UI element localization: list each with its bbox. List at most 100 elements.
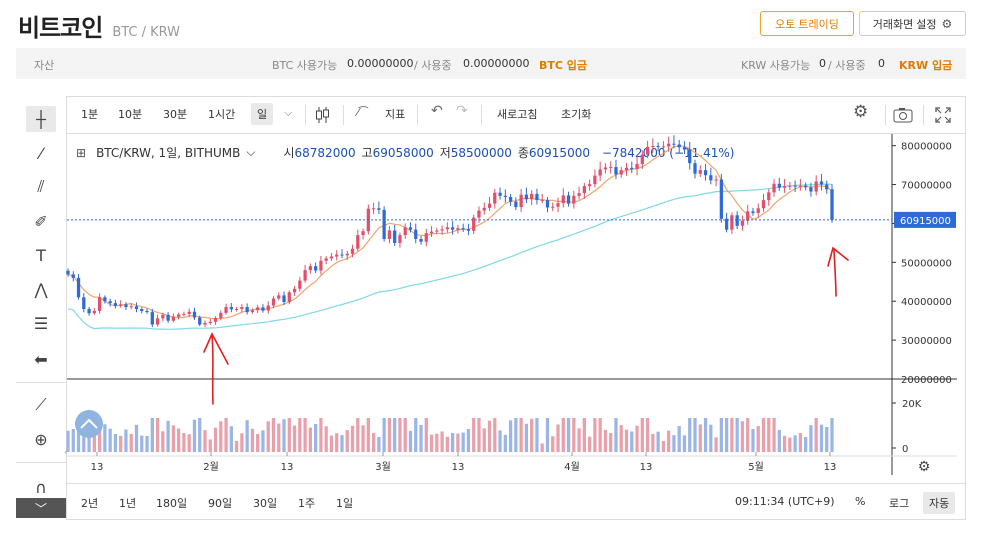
volume-bar [224,418,228,452]
interval-30m[interactable]: 30분 [163,108,188,121]
range-2y[interactable]: 2년 [81,497,99,510]
candle-body [203,323,207,325]
candle-body [161,314,165,319]
volume-bar [345,430,349,452]
indicator-button[interactable]: 지표 [385,108,406,121]
candle-body [624,167,629,171]
candle-body [798,185,803,187]
volume-bar [324,426,328,452]
volume-bar [825,426,829,452]
toolbar-collapse-button[interactable]: ﹀ [16,498,66,518]
percent-scale-button[interactable]: % [855,495,866,508]
candle-body [703,170,708,176]
krw-in-use-value: 0 [878,57,885,70]
volume-bar [804,436,808,452]
redo-icon[interactable]: ↷ [456,103,468,119]
volume-bar [472,418,476,452]
candle-body [772,183,776,193]
candle-body [419,239,423,242]
range-1d[interactable]: 1일 [336,497,354,510]
toolbar-divider [481,105,482,125]
interval-1h[interactable]: 1시간 [208,108,236,121]
log-scale-button[interactable]: 로그 [889,497,910,510]
symbol-label[interactable]: BTC/KRW, 1일, BITHUMB [96,146,241,160]
expand-icon[interactable]: ⊞ [76,145,87,160]
candle-body [582,186,586,194]
reset-button[interactable]: 초기화 [561,108,592,121]
volume-bar [108,428,112,452]
pattern-icon[interactable]: ⋀ [34,279,48,299]
screen-settings-button[interactable]: 거래화면 설정 ⚙ [859,11,966,36]
candle-body [66,270,70,275]
volume-bar [487,420,492,452]
high-value: 69058000 [372,146,434,160]
candle-body [177,314,181,317]
volume-bar [229,426,233,452]
auto-trading-button[interactable]: 오토 트레이딩 [760,11,854,36]
volume-bar [161,431,165,452]
interval-10m[interactable]: 10분 [118,108,143,121]
candle-body [825,184,829,190]
volume-bar [240,433,244,452]
x-tick-label: 13 [281,462,294,473]
auto-scale-button[interactable]: 자동 [923,492,956,514]
candle-body [345,253,349,256]
x-tick-label: 2월 [203,461,219,473]
camera-icon[interactable] [893,107,913,123]
undo-icon[interactable]: ↶ [431,103,443,119]
chevron-down-icon[interactable]: ⌵ [284,106,293,119]
crosshair-icon[interactable]: ┼ [26,106,56,132]
indicator-icon[interactable]: ⁄⁀ [357,106,368,119]
candle-body [387,230,392,239]
axis-settings-icon[interactable]: ⚙ [918,459,931,475]
volume-bar [250,428,255,452]
annotation-arrow-right [833,249,837,297]
fib-icon[interactable]: ⫽ [37,177,45,196]
candle-body [587,184,592,187]
volume-bar [667,430,671,452]
volume-bar [746,418,750,452]
volume-bar [503,434,507,452]
range-1y[interactable]: 1년 [119,497,137,510]
range-90d[interactable]: 90일 [208,497,233,510]
fullscreen-icon[interactable] [935,107,951,123]
ruler-icon[interactable]: ⟋ [35,395,47,414]
candle-body [545,200,550,208]
range-30d[interactable]: 30일 [253,497,278,510]
candle-body [593,175,597,185]
candle-type-icon[interactable] [315,106,329,124]
interval-1m[interactable]: 1분 [81,108,99,121]
toolbar-divider [305,105,306,125]
candle-body [735,215,739,226]
volume-tick-label: 20K [902,399,922,410]
trend-line-icon[interactable]: ⁄ [39,143,43,163]
open-label: 시 [283,146,295,160]
symbol-dropdown-icon[interactable]: ⌵ [246,145,256,159]
candle-body [71,274,75,278]
back-arrow-icon[interactable]: ⬅ [34,349,48,369]
settings-gear-icon[interactable]: ⚙ [853,102,869,122]
volume-bar [693,418,697,452]
volume-bar [124,429,128,452]
candle-body [308,266,313,271]
candles [66,135,834,328]
zoom-in-icon[interactable]: ⊕ [34,429,48,449]
krw-deposit-link[interactable]: KRW 입금 [899,59,953,72]
candle-body [361,231,365,236]
text-tool-icon[interactable]: T [36,245,46,265]
volume-bar [593,418,597,452]
candle-body [508,197,513,202]
brush-icon[interactable]: ✐ [34,211,48,231]
interval-1d[interactable]: 일 [251,103,274,125]
refresh-button[interactable]: 새로고침 [497,108,538,121]
volume-bar [714,437,718,452]
candle-body [714,179,718,181]
magnet-icon[interactable]: ∩ [35,477,47,497]
prediction-icon[interactable]: ☰ [33,313,49,333]
candle-body [92,310,96,314]
range-180d[interactable]: 180일 [156,497,188,510]
x-tick-label: 5월 [748,461,764,473]
btc-deposit-link[interactable]: BTC 입금 [539,59,588,72]
range-1w[interactable]: 1주 [298,497,316,510]
